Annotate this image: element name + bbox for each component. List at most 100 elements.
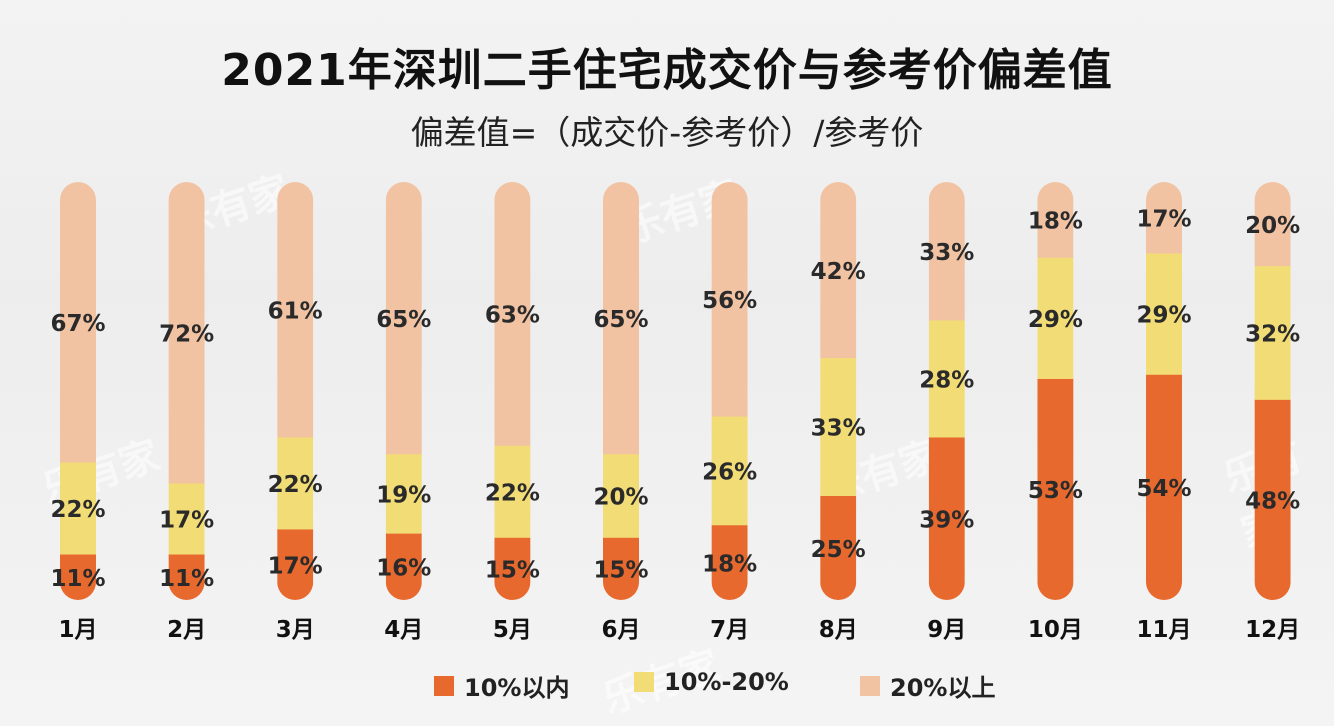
category-label: 1月 (58, 617, 97, 643)
legend-label: 20%以上 (890, 674, 996, 702)
bar-segment (711, 524, 748, 600)
bar-segment (494, 537, 531, 600)
data-label: 22% (268, 472, 323, 498)
category-label: 2月 (167, 617, 206, 643)
data-label: 48% (1245, 489, 1300, 515)
bar-segment (277, 436, 314, 530)
category-label: 8月 (819, 617, 858, 643)
bar-segment (711, 182, 748, 417)
legend-item: 10%-20% (634, 668, 789, 696)
category-label: 3月 (276, 617, 315, 643)
data-label: 39% (919, 507, 974, 533)
bar-segment (603, 537, 639, 600)
bar-segment (711, 416, 748, 526)
bar-segment (603, 453, 639, 538)
legend-swatch (634, 672, 654, 692)
category-label: 6月 (601, 617, 640, 643)
category-label: 12月 (1245, 617, 1300, 643)
data-label: 15% (593, 558, 648, 584)
bar-segment (168, 554, 205, 600)
bar-segment (1254, 265, 1291, 400)
bar-segment (1146, 182, 1182, 254)
bar-stack (928, 182, 965, 600)
data-label: 18% (1028, 209, 1083, 235)
category-label: 7月 (710, 617, 749, 643)
bar-segment (820, 182, 857, 359)
data-label: 29% (1028, 307, 1083, 333)
data-label: 32% (1245, 321, 1300, 347)
data-label: 33% (919, 240, 974, 266)
category-label: 10月 (1028, 617, 1083, 643)
bar-segment (928, 436, 965, 600)
data-label: 33% (811, 416, 866, 442)
bar-segment (60, 554, 96, 600)
category-label: 4月 (384, 617, 423, 643)
category-label: 11月 (1136, 617, 1191, 643)
data-label: 15% (485, 558, 540, 584)
bar-stack (494, 182, 531, 600)
data-label: 11% (159, 566, 214, 592)
bar-segment (928, 319, 965, 438)
data-label: 63% (485, 303, 540, 329)
category-label: 5月 (493, 617, 532, 643)
legend-label: 10%-20% (664, 668, 789, 696)
bar-segment (820, 495, 857, 600)
data-label: 17% (1136, 207, 1191, 233)
legend: 10%以内 10%-20% 20%以上 (0, 668, 1334, 708)
data-label: 26% (702, 459, 757, 485)
data-label: 28% (919, 367, 974, 393)
bar-stack (1254, 182, 1291, 600)
bar-segment (1254, 399, 1291, 600)
bar-segment (603, 182, 639, 455)
data-label: 65% (376, 307, 431, 333)
bar-stack (1037, 182, 1074, 600)
bar-segment (928, 182, 965, 321)
bar-segment (1146, 374, 1182, 600)
data-label: 22% (50, 497, 105, 523)
bar-segment (60, 182, 96, 463)
data-label: 17% (268, 553, 323, 579)
data-label: 72% (159, 321, 214, 347)
data-label: 17% (159, 507, 214, 533)
bar-stack (603, 182, 639, 600)
bar-segment (1037, 378, 1074, 600)
legend-item: 20%以上 (860, 668, 995, 703)
bar-segment (385, 533, 422, 600)
bar-segment (1037, 182, 1074, 258)
bar-segment (277, 182, 314, 438)
bar-segment (168, 482, 205, 555)
bar-stack (60, 182, 96, 600)
data-label: 29% (1136, 303, 1191, 329)
legend-swatch (860, 675, 880, 696)
bar-segment (1254, 182, 1291, 267)
bar-stack (820, 182, 857, 600)
legend-swatch (434, 675, 454, 696)
category-label: 9月 (927, 617, 966, 643)
data-label: 22% (485, 480, 540, 506)
bar-stack (277, 182, 314, 600)
legend-label: 10%以内 (464, 674, 570, 702)
data-label: 20% (1245, 213, 1300, 239)
data-label: 65% (593, 307, 648, 333)
chart-subtitle: 偏差值=（成交价-参考价）/参考价 (410, 113, 924, 152)
data-label: 56% (702, 288, 757, 314)
data-label: 42% (811, 259, 866, 285)
bar-segment (494, 182, 531, 446)
bar-stack (711, 182, 748, 600)
bar-segment (1146, 253, 1182, 375)
data-label: 18% (702, 551, 757, 577)
data-label: 19% (376, 482, 431, 508)
bar-segment (820, 357, 857, 496)
legend-item: 10%以内 (434, 668, 569, 703)
bar-segment (385, 182, 422, 455)
data-label: 16% (376, 556, 431, 582)
bar-segment (1037, 257, 1074, 379)
data-label: 54% (1136, 476, 1191, 502)
data-label: 20% (593, 485, 648, 511)
bar-segment (60, 462, 96, 555)
bar-stack (385, 182, 422, 600)
data-label: 25% (811, 537, 866, 563)
chart-title: 2021年深圳二手住宅成交价与参考价偏差值 (221, 45, 1113, 96)
